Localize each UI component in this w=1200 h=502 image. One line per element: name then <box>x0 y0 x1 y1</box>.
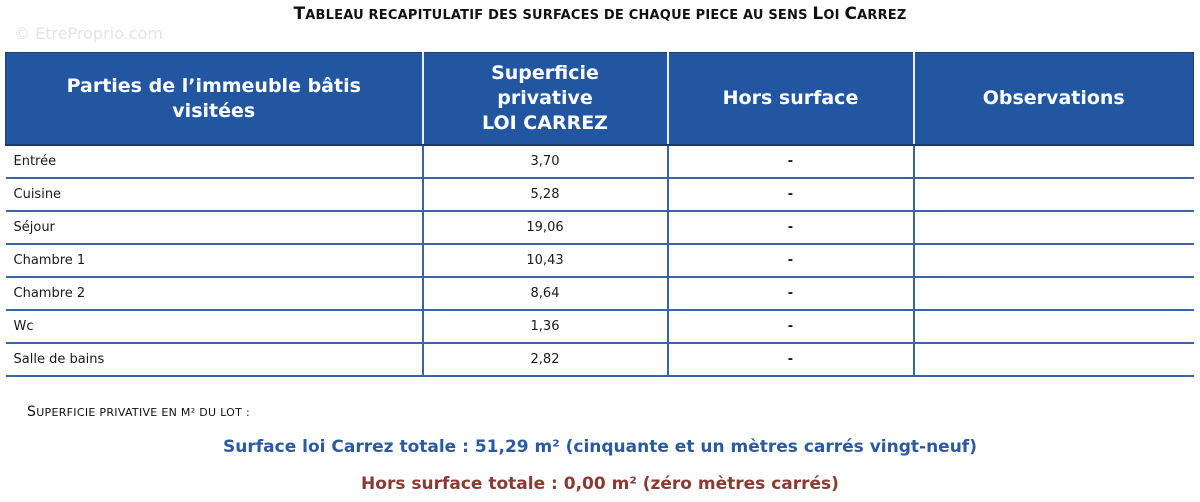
header-line: Superficie <box>491 62 599 84</box>
surfaces-table: Parties de l’immeuble bâtis visitées Sup… <box>5 52 1194 377</box>
cell-observations <box>912 277 1194 311</box>
cell-hors-surface: - <box>666 343 914 377</box>
table-row: Chambre 2 8,64 - <box>5 277 1194 311</box>
title-part: ARREZ <box>857 8 907 23</box>
lot-surface-label: SUPERFICIE PRIVATIVE EN M² DU LOT : <box>27 404 250 420</box>
table-row: Entrée 3,70 - <box>5 145 1194 179</box>
header-piece: Parties de l’immeuble bâtis visitées <box>5 52 423 146</box>
cell-superficie: 3,70 <box>421 145 668 179</box>
title-part: OI <box>823 8 845 23</box>
cell-hors-surface: - <box>666 211 914 245</box>
label-initial: S <box>27 404 37 420</box>
header-line: Observations <box>982 87 1125 109</box>
cell-superficie: 1,36 <box>421 310 668 344</box>
header-line: visitées <box>172 99 256 122</box>
cell-superficie: 19,06 <box>421 211 668 245</box>
header-observations: Observations <box>912 52 1194 146</box>
header-superficie: Superficie privative LOI CARREZ <box>421 52 668 146</box>
cell-superficie: 5,28 <box>421 178 668 212</box>
cell-hors-surface: - <box>666 145 914 179</box>
cell-hors-surface: - <box>666 310 914 344</box>
cell-piece: Chambre 1 <box>5 244 423 278</box>
cell-hors-surface: - <box>666 178 914 212</box>
table-row: Chambre 1 10,43 - <box>5 244 1194 278</box>
cell-superficie: 10,43 <box>421 244 668 278</box>
cell-observations <box>912 310 1194 344</box>
cell-piece: Séjour <box>5 211 423 245</box>
cell-observations <box>912 178 1194 212</box>
document-title: TABLEAU RECAPITULATIF DES SURFACES DE CH… <box>0 4 1200 24</box>
table-row: Salle de bains 2,82 - <box>5 343 1194 377</box>
cell-piece: Chambre 2 <box>5 277 423 311</box>
hors-surface-total: Hors surface totale : 0,00 m² (zéro mètr… <box>361 474 839 494</box>
cell-hors-surface: - <box>666 277 914 311</box>
cell-piece: Cuisine <box>5 178 423 212</box>
header-line: LOI CARREZ <box>482 112 608 134</box>
title-part: ABLEAU RECAPITULATIF DES SURFACES DE CHA… <box>305 8 813 23</box>
cell-piece: Salle de bains <box>5 343 423 377</box>
label-rest: UPERFICIE PRIVATIVE EN M² DU LOT : <box>36 406 250 419</box>
watermark: © EtreProprio.com <box>14 24 163 43</box>
cell-superficie: 2,82 <box>421 343 668 377</box>
header-hors-surface: Hors surface <box>666 52 914 146</box>
cell-superficie: 8,64 <box>421 277 668 311</box>
carrez-total: Surface loi Carrez totale : 51,29 m² (ci… <box>223 437 977 457</box>
cell-observations <box>912 211 1194 245</box>
cell-hors-surface: - <box>666 244 914 278</box>
header-line: privative <box>497 87 593 109</box>
header-line: Parties de l’immeuble bâtis <box>66 74 361 97</box>
header-row: Parties de l’immeuble bâtis visitées Sup… <box>5 52 1194 146</box>
cell-observations <box>912 145 1194 179</box>
table-row: Cuisine 5,28 - <box>5 178 1194 212</box>
cell-piece: Entrée <box>5 145 423 179</box>
title-part: L <box>812 4 824 24</box>
table-row: Séjour 19,06 - <box>5 211 1194 245</box>
cell-piece: Wc <box>5 310 423 344</box>
title-part: T <box>293 4 306 24</box>
cell-observations <box>912 244 1194 278</box>
header-line: Hors surface <box>722 87 859 109</box>
title-part: C <box>844 4 858 24</box>
table-row: Wc 1,36 - <box>5 310 1194 344</box>
cell-observations <box>912 343 1194 377</box>
